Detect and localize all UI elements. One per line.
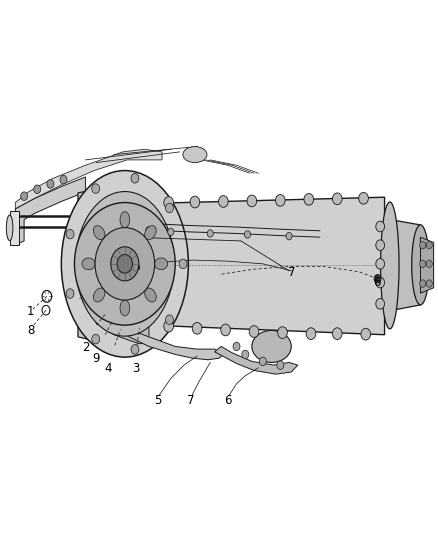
Ellipse shape [412, 225, 429, 305]
Circle shape [277, 361, 284, 369]
Circle shape [247, 195, 257, 207]
Ellipse shape [145, 288, 156, 302]
Circle shape [60, 175, 67, 184]
Circle shape [66, 229, 74, 239]
Circle shape [426, 241, 432, 249]
Text: 3: 3 [132, 362, 139, 375]
Text: 5: 5 [154, 394, 161, 407]
Circle shape [66, 289, 74, 298]
Polygon shape [385, 219, 420, 312]
Text: 6: 6 [224, 394, 232, 407]
Ellipse shape [82, 258, 95, 270]
Polygon shape [15, 149, 162, 209]
Ellipse shape [155, 258, 168, 270]
Circle shape [233, 342, 240, 351]
Text: 2: 2 [81, 341, 89, 354]
Circle shape [359, 192, 368, 204]
Polygon shape [127, 329, 223, 360]
Circle shape [192, 322, 202, 334]
Ellipse shape [76, 191, 174, 336]
Circle shape [361, 328, 371, 340]
Circle shape [166, 203, 173, 213]
Circle shape [168, 228, 174, 236]
Circle shape [92, 184, 100, 193]
Text: 6: 6 [373, 276, 381, 289]
Ellipse shape [93, 225, 105, 240]
Circle shape [219, 196, 228, 207]
Circle shape [242, 350, 249, 359]
Ellipse shape [120, 212, 130, 228]
Circle shape [286, 232, 292, 240]
Circle shape [426, 260, 432, 268]
Circle shape [136, 265, 140, 270]
Circle shape [207, 230, 213, 237]
Ellipse shape [381, 202, 399, 329]
Polygon shape [420, 237, 434, 293]
Circle shape [74, 203, 175, 325]
Polygon shape [215, 346, 298, 374]
Circle shape [376, 298, 385, 309]
Text: 7: 7 [187, 394, 194, 407]
Circle shape [306, 328, 316, 340]
Ellipse shape [252, 330, 291, 362]
Circle shape [164, 197, 173, 208]
Circle shape [420, 260, 426, 268]
Circle shape [244, 231, 251, 238]
Circle shape [190, 196, 200, 208]
Bar [10, 211, 19, 245]
Circle shape [420, 241, 426, 249]
Circle shape [95, 228, 155, 300]
Ellipse shape [183, 147, 207, 163]
Text: 8: 8 [27, 324, 34, 337]
Circle shape [42, 290, 52, 302]
Circle shape [304, 193, 314, 205]
Circle shape [426, 280, 432, 287]
Circle shape [221, 324, 230, 336]
Circle shape [249, 326, 259, 337]
Circle shape [376, 240, 385, 251]
Circle shape [92, 334, 99, 344]
Circle shape [376, 259, 385, 269]
Polygon shape [15, 177, 85, 245]
Circle shape [34, 185, 41, 193]
Polygon shape [123, 197, 385, 335]
Circle shape [166, 315, 173, 325]
Circle shape [278, 327, 287, 338]
Ellipse shape [61, 171, 188, 357]
Circle shape [276, 195, 285, 206]
Circle shape [21, 192, 28, 200]
Circle shape [146, 227, 152, 234]
Text: 9: 9 [92, 352, 100, 365]
Circle shape [164, 320, 173, 332]
Circle shape [131, 345, 139, 354]
Ellipse shape [93, 288, 105, 302]
Circle shape [376, 277, 385, 288]
Circle shape [332, 193, 342, 205]
Circle shape [111, 247, 139, 281]
Ellipse shape [6, 215, 13, 241]
Ellipse shape [145, 225, 156, 240]
Circle shape [332, 328, 342, 340]
Polygon shape [95, 322, 149, 344]
Circle shape [179, 259, 187, 269]
Text: 4: 4 [105, 362, 113, 375]
Circle shape [420, 280, 426, 287]
Circle shape [374, 274, 381, 283]
Circle shape [376, 221, 385, 232]
Polygon shape [78, 189, 95, 341]
Circle shape [117, 254, 133, 273]
Text: 7: 7 [287, 266, 295, 279]
Circle shape [131, 173, 139, 183]
Ellipse shape [120, 300, 130, 316]
Circle shape [47, 180, 54, 188]
Circle shape [259, 357, 266, 366]
Text: 1: 1 [27, 305, 35, 318]
Circle shape [42, 305, 50, 315]
